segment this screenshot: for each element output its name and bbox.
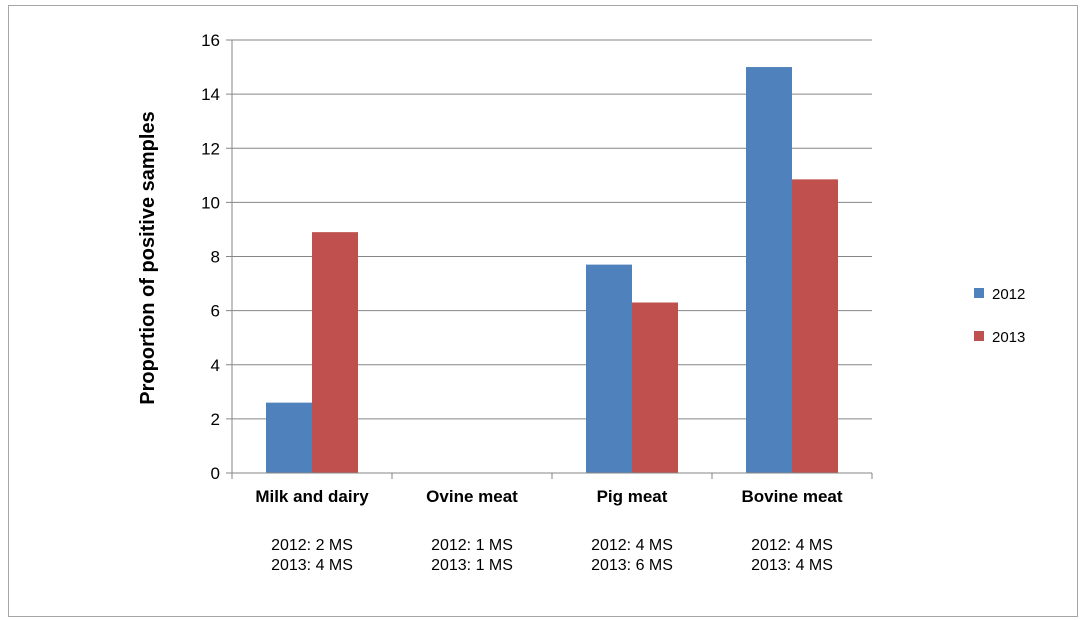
legend: 2012 2013 (974, 286, 1025, 346)
category-note: 2013: 1 MS (431, 557, 513, 574)
x-category-label: Milk and dairy (255, 487, 369, 506)
category-note: 2013: 4 MS (271, 557, 353, 574)
y-tick-label: 0 (211, 464, 220, 483)
y-tick-label: 16 (201, 31, 220, 50)
category-note: 2012: 2 MS (271, 537, 353, 554)
bar-2012-milk-and-dairy (266, 402, 312, 473)
axes (231, 40, 873, 479)
legend-swatch (974, 331, 984, 341)
category-note: 2012: 1 MS (431, 537, 513, 554)
x-axis-categories: Milk and dairy Ovine meat Pig meat Bovine m… (255, 487, 843, 506)
bars (266, 67, 838, 473)
bar-2013-milk-and-dairy (312, 232, 358, 473)
category-note: 2013: 4 MS (751, 557, 833, 574)
bar-2013-pig-meat (632, 302, 678, 473)
y-tick-label: 4 (211, 356, 220, 375)
category-note: 2012: 4 MS (751, 537, 833, 554)
y-tick-label: 8 (211, 248, 220, 267)
y-axis-ticks: 0 2 4 6 8 10 12 14 16 (201, 31, 232, 483)
y-axis-label: Proportion of positive samples (137, 111, 159, 404)
category-note: 2013: 6 MS (591, 557, 673, 574)
y-tick-label: 6 (211, 302, 220, 321)
category-notes: 2012: 2 MS 2013: 4 MS 2012: 1 MS 2013: 1 MS… (271, 537, 833, 574)
legend-label: 2012 (992, 286, 1025, 303)
x-category-label: Bovine meat (741, 487, 842, 506)
y-tick-label: 14 (201, 85, 220, 104)
legend-label: 2013 (992, 329, 1025, 346)
y-tick-label: 2 (211, 410, 220, 429)
bar-2012-bovine-meat (746, 67, 792, 473)
y-tick-label: 12 (201, 139, 220, 158)
x-category-label: Ovine meat (426, 487, 518, 506)
y-tick-label: 10 (201, 193, 220, 212)
x-category-label: Pig meat (597, 487, 668, 506)
bar-2013-bovine-meat (792, 179, 838, 473)
legend-swatch (974, 288, 984, 298)
bar-2012-pig-meat (586, 264, 632, 473)
category-note: 2012: 4 MS (591, 537, 673, 554)
